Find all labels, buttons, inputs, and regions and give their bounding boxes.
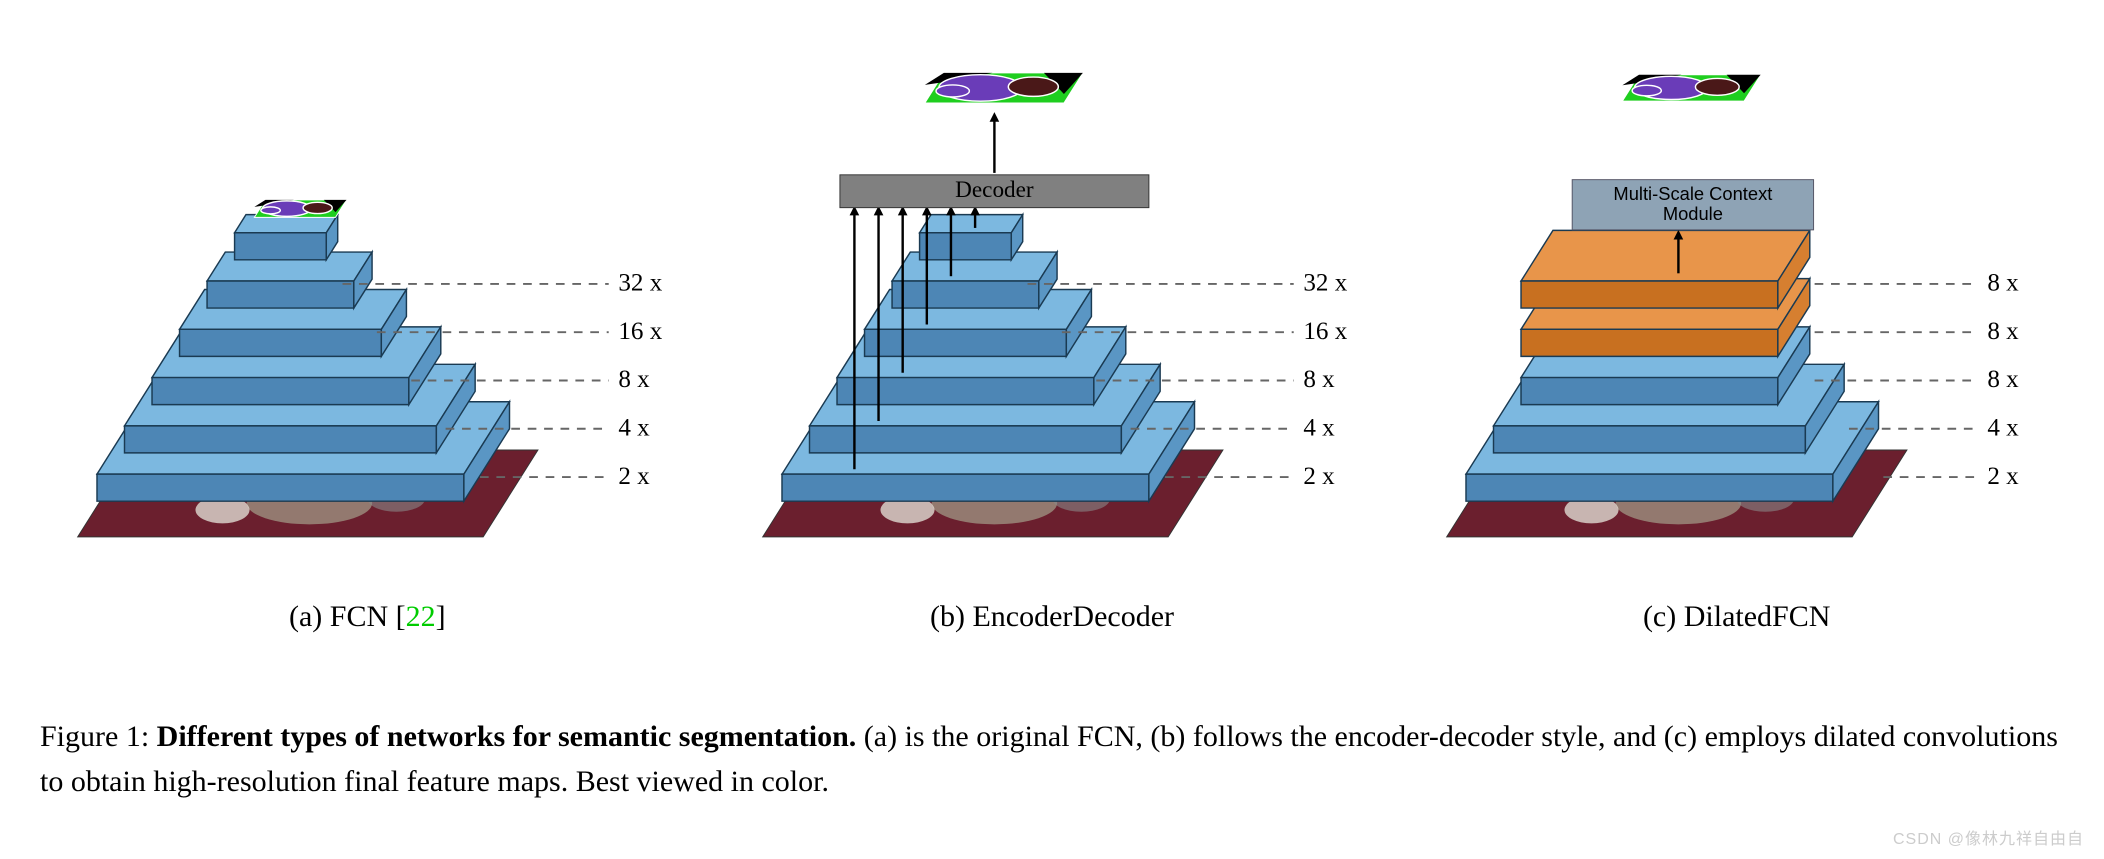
svg-text:8 x: 8 x [1988,318,2020,345]
panel-c: Multi-Scale ContextModule 2 x 4 x 8 x 8 x 8 x… [1409,30,2064,634]
svg-text:32 x: 32 x [1303,270,1347,297]
svg-text:16 x: 16 x [1303,318,1347,345]
svg-text:4 x: 4 x [1303,415,1335,442]
svg-text:2 x: 2 x [1303,463,1335,490]
figure-title: Different types of networks for semantic… [157,720,857,753]
panel-c-caption: (c) DilatedFCN [1643,600,1830,634]
svg-text:8 x: 8 x [618,366,650,393]
svg-text:Module: Module [1663,203,1723,224]
svg-text:4 x: 4 x [1988,415,2020,442]
svg-text:4 x: 4 x [618,415,650,442]
panel-b-caption: (b) EncoderDecoder [930,600,1174,634]
svg-text:2 x: 2 x [1988,463,2020,490]
svg-text:Multi-Scale Context: Multi-Scale Context [1614,183,1773,204]
svg-text:8 x: 8 x [1988,366,2020,393]
svg-text:8 x: 8 x [1303,366,1335,393]
svg-text:16 x: 16 x [618,318,662,345]
figure-caption: Figure 1: Different types of networks fo… [40,714,2064,804]
figure-panels-row: 2 x 4 x 8 x 16 x 32 x (a) FCN [22] Decoder 2 … [40,30,2064,634]
watermark: CSDN @像林九祥自由自 [1893,825,2084,849]
figure-number: Figure 1: [40,720,149,753]
panel-b: Decoder 2 x 4 x 8 x 16 x 32 x (b) EncoderDeco… [725,30,1380,634]
panel-a-diagram: 2 x 4 x 8 x 16 x 32 x [40,30,695,590]
panel-c-diagram: Multi-Scale ContextModule 2 x 4 x 8 x 8 x 8 x [1409,30,2064,590]
svg-text:2 x: 2 x [618,463,650,490]
svg-text:Decoder: Decoder [955,177,1034,203]
panel-a-caption-ref: 22 [406,600,436,633]
panel-a-caption-suffix: ] [436,600,446,633]
svg-text:32 x: 32 x [618,270,662,297]
panel-a-caption: (a) FCN [22] [289,600,446,634]
panel-a: 2 x 4 x 8 x 16 x 32 x (a) FCN [22] [40,30,695,634]
svg-text:8 x: 8 x [1988,270,2020,297]
panel-b-diagram: Decoder 2 x 4 x 8 x 16 x 32 x [725,30,1380,590]
panel-a-caption-prefix: (a) FCN [ [289,600,406,633]
